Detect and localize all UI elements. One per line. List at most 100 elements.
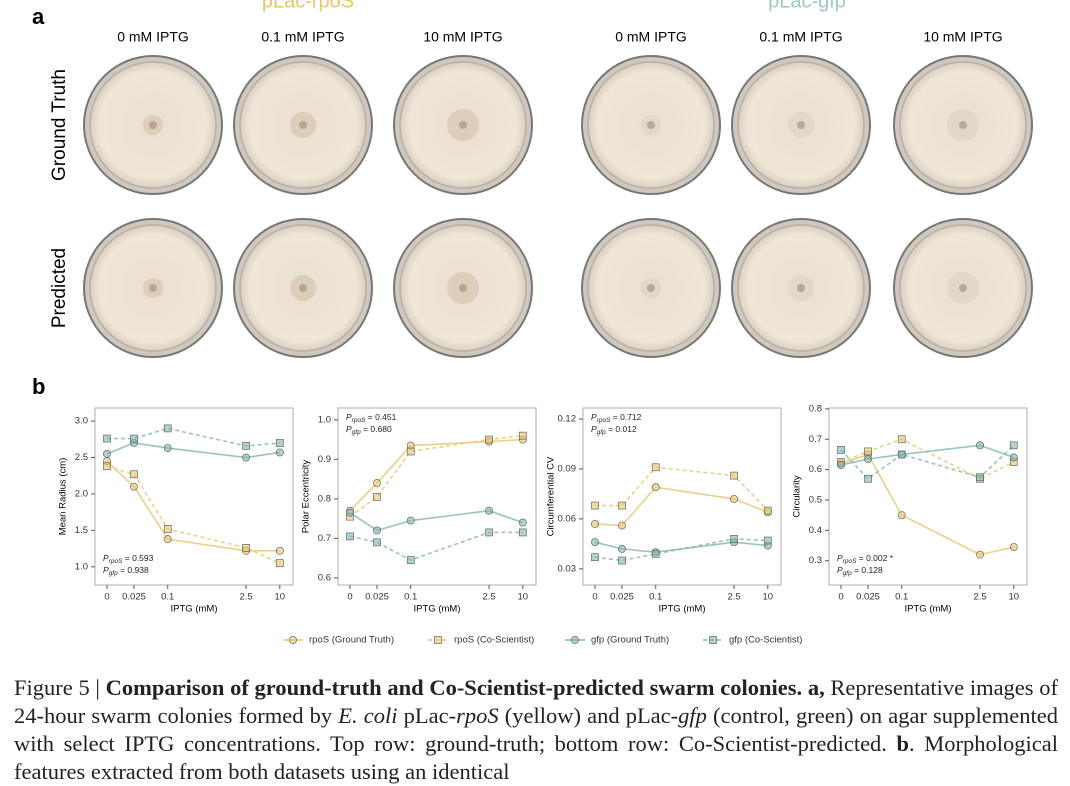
data-point	[163, 535, 172, 544]
p-subscript: rpoS	[597, 417, 611, 424]
p-symbol: P	[103, 553, 109, 563]
data-point	[618, 544, 626, 553]
data-point	[651, 550, 660, 558]
y-tick-label: 1.0	[75, 561, 88, 572]
data-point	[346, 532, 354, 541]
y-tick-label: 0.8	[809, 403, 822, 414]
data-point	[897, 511, 906, 520]
colony-center	[459, 121, 467, 129]
data-point	[130, 470, 138, 479]
data-point	[897, 450, 906, 459]
y-tick-label: 0.12	[558, 414, 577, 425]
column-label: 0.1 mM IPTG	[759, 29, 842, 45]
p-value: PrpoS = 0.712	[591, 412, 642, 423]
colony-center	[149, 284, 157, 292]
caption-segment: Figure 5 |	[14, 675, 106, 700]
data-point	[103, 462, 111, 471]
y-tick-label: 0.9	[318, 454, 331, 465]
legend-label: gfp (Ground Truth)	[591, 635, 669, 646]
data-point	[897, 435, 906, 444]
p-subscript: gfp	[597, 429, 606, 436]
data-point	[763, 536, 772, 545]
y-tick-label: 0.8	[318, 493, 331, 504]
y-tick-label: 1.5	[75, 525, 88, 536]
x-axis-label: IPTG (mM)	[171, 604, 218, 615]
data-point	[373, 493, 381, 501]
group-title: pLac-gfp	[768, 0, 846, 12]
caption-segment: rpoS	[456, 703, 499, 728]
p-value-text: = 0.712	[610, 412, 641, 422]
row-label: Ground Truth	[49, 69, 70, 181]
legend-marker	[434, 636, 442, 644]
p-symbol: P	[591, 424, 597, 434]
legend-label: rpoS (Co-Scientist)	[454, 635, 534, 646]
y-axis-label: Circularity	[792, 475, 803, 517]
y-tick-label: 1.0	[318, 414, 331, 425]
y-axis-label: Polar Eccentricity	[301, 460, 312, 534]
data-point	[373, 526, 381, 535]
p-value-text: = 0.680	[361, 424, 392, 434]
y-axis-label: Circumferential CV	[546, 456, 557, 536]
p-value-text: = 0.451	[365, 412, 396, 422]
data-point	[346, 508, 354, 517]
colony-center	[149, 121, 157, 129]
data-point	[406, 447, 415, 456]
x-tick-label: 0	[592, 592, 597, 603]
x-tick-label: 10	[763, 592, 774, 603]
data-point	[1009, 543, 1018, 551]
p-value-text: = 0.938	[118, 565, 149, 575]
x-axis-label: IPTG (mM)	[905, 604, 952, 615]
p-symbol: P	[837, 553, 843, 563]
column-label: 0 mM IPTG	[615, 29, 687, 45]
data-point	[130, 434, 138, 443]
data-point	[373, 479, 381, 488]
caption-segment: gfp	[678, 703, 707, 728]
y-tick-label: 0.06	[558, 513, 577, 524]
series-line	[840, 444, 1015, 480]
data-point	[976, 550, 985, 559]
plot-frame	[94, 407, 294, 586]
data-point	[406, 516, 415, 525]
caption-segment: Comparison of ground-truth and Co-Scient…	[105, 675, 803, 700]
series-line	[840, 453, 1014, 556]
p-symbol: P	[103, 565, 109, 575]
colony-center	[647, 121, 655, 129]
x-tick-label: 0.025	[856, 592, 880, 603]
p-value-text: = 0.002 *	[856, 553, 893, 563]
data-point	[242, 544, 250, 552]
data-point	[275, 559, 284, 567]
x-tick-label: 10	[518, 592, 529, 603]
y-tick-label: 0.7	[318, 533, 331, 544]
p-subscript: gfp	[352, 429, 361, 436]
x-tick-label: 2.5	[239, 592, 252, 603]
data-point	[406, 556, 415, 564]
caption-segment: Representative images of 24-hour swarm c…	[14, 675, 1058, 728]
data-point	[242, 453, 251, 462]
data-point	[275, 546, 284, 555]
plot-frame	[337, 407, 537, 586]
data-point	[518, 518, 527, 527]
p-value-text: = 0.128	[852, 565, 883, 575]
data-point	[591, 519, 599, 528]
data-point	[242, 442, 250, 450]
colony-center	[299, 121, 307, 129]
y-tick-label: 2.5	[75, 452, 88, 463]
data-point	[837, 446, 845, 454]
data-point	[163, 424, 172, 433]
p-value: Pgfp = 0.938	[103, 565, 149, 576]
data-point	[591, 501, 599, 510]
data-point	[163, 525, 172, 533]
caption-segment: (yellow) and pLac-	[498, 703, 679, 728]
x-tick-label: 0.025	[610, 592, 634, 603]
x-tick-label: 2.5	[727, 592, 740, 603]
x-tick-label: 2.5	[482, 592, 495, 603]
data-point	[518, 431, 527, 440]
p-symbol: P	[346, 424, 352, 434]
p-value: Pgfp = 0.012	[591, 424, 637, 435]
column-label: 10 mM IPTG	[423, 29, 502, 45]
p-value: PrpoS = 0.593	[103, 553, 154, 564]
colony-center	[797, 121, 805, 129]
p-symbol: P	[346, 412, 352, 422]
data-point	[163, 444, 172, 453]
